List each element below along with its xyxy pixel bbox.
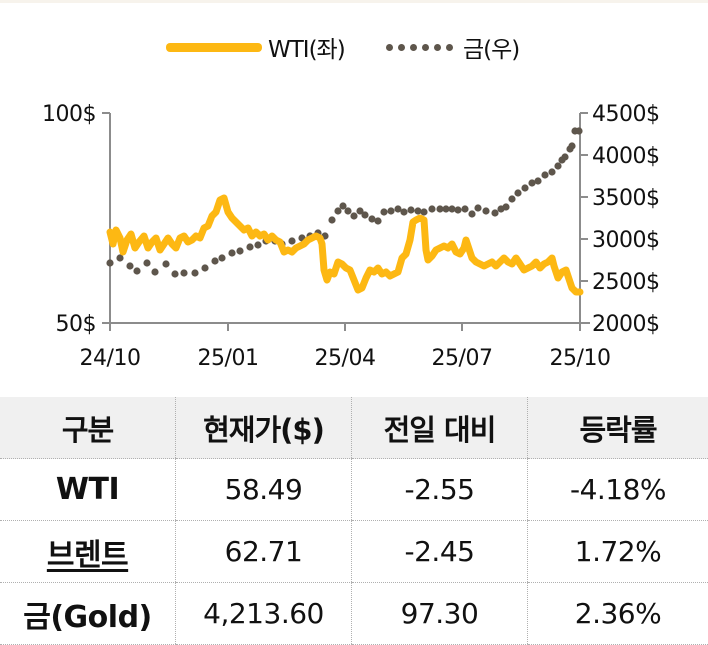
gold-dot (454, 206, 461, 213)
top-band (0, 0, 708, 3)
gold-dot (568, 142, 575, 149)
gold-dot (502, 203, 509, 210)
gold-dot (228, 249, 235, 256)
gold-dot (106, 259, 113, 266)
gold-dot (448, 205, 455, 212)
gold-dot (126, 262, 133, 269)
row-change: -2.45 (352, 521, 528, 583)
row-price: 4,213.60 (176, 583, 352, 645)
gold-dot (246, 243, 253, 250)
right-tick-4500: 4500$ (592, 102, 660, 127)
gold-dot (407, 206, 414, 213)
gold-dot (514, 189, 521, 196)
left-tick-50: 50$ (56, 312, 97, 337)
gold-dot (288, 237, 295, 244)
legend-wti: WTI(좌) (166, 30, 345, 64)
gold-dot (400, 208, 407, 215)
legend-wti-label: WTI(좌) (268, 30, 345, 64)
row-name: 금(Gold) (0, 583, 176, 645)
right-tick-3000: 3000$ (592, 228, 660, 253)
legend-wti-line-icon (166, 43, 262, 52)
right-tick-4000: 4000$ (592, 144, 660, 169)
chart-legend: WTI(좌) 금(우) (0, 30, 708, 64)
header-price: 현재가($) (176, 397, 352, 459)
table-row-gold: 금(Gold) 4,213.60 97.30 2.36% (0, 583, 708, 645)
legend-gold-label: 금(우) (463, 30, 519, 64)
row-name: WTI (0, 459, 176, 521)
gold-dot (561, 153, 568, 160)
gold-dot (420, 208, 427, 215)
gold-dot (534, 177, 541, 184)
row-change: 97.30 (352, 583, 528, 645)
gold-dot (387, 207, 394, 214)
gold-dot (350, 212, 357, 219)
gold-dot (162, 260, 169, 267)
gold-dot (461, 205, 468, 212)
gold-dot (180, 269, 187, 276)
gold-dot (380, 208, 387, 215)
x-tick-2410: 24/10 (80, 346, 141, 371)
row-rate: -4.18% (528, 459, 708, 521)
gold-dot (254, 241, 261, 248)
row-change: -2.55 (352, 459, 528, 521)
gold-dot (116, 254, 123, 261)
gold-dot (218, 254, 225, 261)
x-tick-2504: 25/04 (315, 346, 376, 371)
right-tick-3500: 3500$ (592, 186, 660, 211)
gold-dot (521, 184, 528, 191)
right-tick-2000: 2000$ (592, 312, 660, 337)
gold-dot (508, 195, 515, 202)
gold-dot (328, 216, 335, 223)
x-tick-2510: 25/10 (550, 346, 611, 371)
gold-dot (474, 204, 481, 211)
gold-dot (133, 267, 140, 274)
table-header-row: 구분 현재가($) 전일 대비 등락률 (0, 397, 708, 459)
gold-series (106, 127, 582, 277)
gold-dot (361, 211, 368, 218)
table-row-brent: 브렌트 62.71 -2.45 1.72% (0, 521, 708, 583)
gold-dot (171, 270, 178, 277)
header-category: 구분 (0, 397, 176, 459)
gold-dot (482, 207, 489, 214)
chart-axes (102, 113, 590, 331)
row-rate: 2.36% (528, 583, 708, 645)
gold-dot (428, 205, 435, 212)
x-tick-2507: 25/07 (432, 346, 493, 371)
gold-dot (374, 217, 381, 224)
price-summary-table: 구분 현재가($) 전일 대비 등락률 WTI 58.49 -2.55 -4.1… (0, 397, 708, 645)
legend-gold: 금(우) (386, 30, 519, 64)
gold-dot (236, 247, 243, 254)
row-price: 62.71 (176, 521, 352, 583)
gold-dot (491, 209, 498, 216)
header-rate: 등락률 (528, 397, 708, 459)
gold-dot (548, 168, 555, 175)
gold-dot (468, 210, 475, 217)
gold-dot (541, 171, 548, 178)
x-tick-2501: 25/01 (198, 346, 259, 371)
row-price: 58.49 (176, 459, 352, 521)
gold-dot (143, 259, 150, 266)
gold-dot (201, 264, 208, 271)
gold-dot (344, 207, 351, 214)
line-chart: 100$ 50$ 4500$ 4000$ 3500$ 3000$ 2500$ 2… (0, 90, 708, 380)
legend-gold-dots-icon (386, 44, 453, 51)
left-tick-100: 100$ (42, 102, 96, 127)
gold-dot (211, 257, 218, 264)
header-change: 전일 대비 (352, 397, 528, 459)
row-name: 브렌트 (0, 521, 176, 583)
right-tick-2500: 2500$ (592, 270, 660, 295)
gold-dot (191, 269, 198, 276)
gold-dot (554, 162, 561, 169)
gold-dot (575, 127, 582, 134)
row-rate: 1.72% (528, 521, 708, 583)
gold-dot (151, 268, 158, 275)
gold-dot (414, 207, 421, 214)
table-row-wti: WTI 58.49 -2.55 -4.18% (0, 459, 708, 521)
